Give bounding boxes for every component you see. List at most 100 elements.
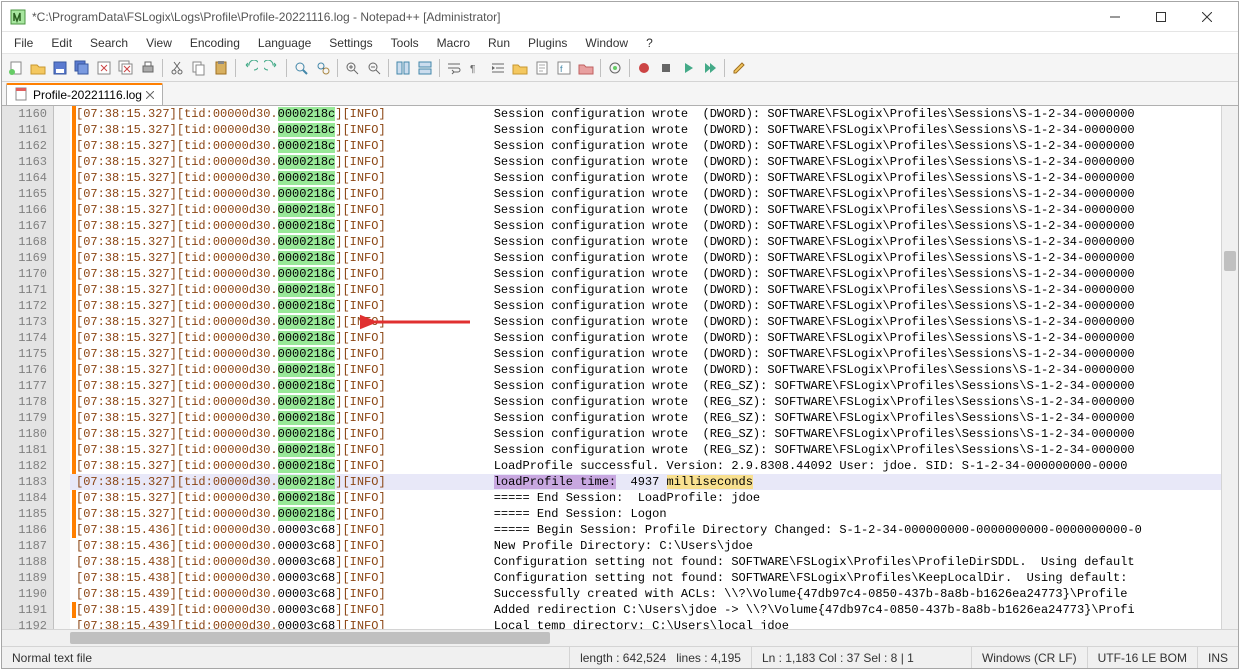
- menu-language[interactable]: Language: [250, 34, 319, 52]
- close-button[interactable]: [1184, 3, 1230, 31]
- code-line[interactable]: [07:38:15.327][tid:00000d30.0000218c][IN…: [70, 458, 1221, 474]
- zoom-in-icon[interactable]: [342, 58, 362, 78]
- code-line[interactable]: [07:38:15.327][tid:00000d30.0000218c][IN…: [70, 202, 1221, 218]
- file-tab[interactable]: Profile-20221116.log: [6, 83, 163, 105]
- tab-strip: Profile-20221116.log: [2, 82, 1238, 106]
- undo-icon[interactable]: [240, 58, 260, 78]
- code-line[interactable]: [07:38:15.327][tid:00000d30.0000218c][IN…: [70, 314, 1221, 330]
- save-all-icon[interactable]: [72, 58, 92, 78]
- vertical-scroll-thumb[interactable]: [1224, 251, 1236, 271]
- menu-view[interactable]: View: [138, 34, 180, 52]
- vertical-scrollbar[interactable]: [1221, 106, 1238, 629]
- doc-map-icon[interactable]: [532, 58, 552, 78]
- code-line[interactable]: [07:38:15.327][tid:00000d30.0000218c][IN…: [70, 426, 1221, 442]
- code-line[interactable]: [07:38:15.327][tid:00000d30.0000218c][IN…: [70, 378, 1221, 394]
- menu-search[interactable]: Search: [82, 34, 136, 52]
- code-line[interactable]: [07:38:15.327][tid:00000d30.0000218c][IN…: [70, 138, 1221, 154]
- menu-encoding[interactable]: Encoding: [182, 34, 248, 52]
- code-line[interactable]: [07:38:15.327][tid:00000d30.0000218c][IN…: [70, 346, 1221, 362]
- code-line[interactable]: [07:38:15.327][tid:00000d30.0000218c][IN…: [70, 250, 1221, 266]
- new-icon[interactable]: [6, 58, 26, 78]
- maximize-button[interactable]: [1138, 3, 1184, 31]
- code-line[interactable]: [07:38:15.327][tid:00000d30.0000218c][IN…: [70, 282, 1221, 298]
- record-icon[interactable]: [634, 58, 654, 78]
- code-line[interactable]: [07:38:15.327][tid:00000d30.0000218c][IN…: [70, 218, 1221, 234]
- print-icon[interactable]: [138, 58, 158, 78]
- status-encoding[interactable]: UTF-16 LE BOM: [1088, 647, 1198, 668]
- line-number: 1163: [2, 154, 53, 170]
- find-icon[interactable]: [291, 58, 311, 78]
- code-line[interactable]: [07:38:15.438][tid:00000d30.00003c68][IN…: [70, 554, 1221, 570]
- code-line[interactable]: [07:38:15.439][tid:00000d30.00003c68][IN…: [70, 586, 1221, 602]
- status-length: length : 642,524 lines : 4,195: [570, 647, 752, 668]
- code-line[interactable]: [07:38:15.327][tid:00000d30.0000218c][IN…: [70, 442, 1221, 458]
- menu-window[interactable]: Window: [577, 34, 636, 52]
- status-insert-mode[interactable]: INS: [1198, 647, 1238, 668]
- code-line[interactable]: [07:38:15.327][tid:00000d30.0000218c][IN…: [70, 506, 1221, 522]
- stop-icon[interactable]: [656, 58, 676, 78]
- folder-icon[interactable]: [510, 58, 530, 78]
- play-icon[interactable]: [678, 58, 698, 78]
- horizontal-scroll-thumb[interactable]: [70, 632, 550, 644]
- folder2-icon[interactable]: [576, 58, 596, 78]
- code-line[interactable]: [07:38:15.327][tid:00000d30.0000218c][IN…: [70, 410, 1221, 426]
- code-line[interactable]: [07:38:15.327][tid:00000d30.0000218c][IN…: [70, 106, 1221, 122]
- cut-icon[interactable]: [167, 58, 187, 78]
- code-line[interactable]: [07:38:15.439][tid:00000d30.00003c68][IN…: [70, 618, 1221, 629]
- menu-run[interactable]: Run: [480, 34, 518, 52]
- menu-file[interactable]: File: [6, 34, 41, 52]
- save-icon[interactable]: [50, 58, 70, 78]
- code-line[interactable]: [07:38:15.436][tid:00000d30.00003c68][IN…: [70, 538, 1221, 554]
- code-line[interactable]: [07:38:15.438][tid:00000d30.00003c68][IN…: [70, 570, 1221, 586]
- menu-settings[interactable]: Settings: [321, 34, 380, 52]
- menu-plugins[interactable]: Plugins: [520, 34, 575, 52]
- copy-icon[interactable]: [189, 58, 209, 78]
- tab-close-icon[interactable]: [146, 88, 154, 102]
- sync-h-icon[interactable]: [415, 58, 435, 78]
- replace-icon[interactable]: [313, 58, 333, 78]
- monitor-icon[interactable]: [605, 58, 625, 78]
- menu-tools[interactable]: Tools: [383, 34, 427, 52]
- sync-v-icon[interactable]: [393, 58, 413, 78]
- minimize-button[interactable]: [1092, 3, 1138, 31]
- line-number: 1182: [2, 458, 53, 474]
- line-number: 1190: [2, 586, 53, 602]
- code-line[interactable]: [07:38:15.327][tid:00000d30.0000218c][IN…: [70, 330, 1221, 346]
- pencil-icon[interactable]: [729, 58, 749, 78]
- code-line[interactable]: [07:38:15.327][tid:00000d30.0000218c][IN…: [70, 490, 1221, 506]
- code-line[interactable]: [07:38:15.327][tid:00000d30.0000218c][IN…: [70, 362, 1221, 378]
- func-list-icon[interactable]: f: [554, 58, 574, 78]
- open-icon[interactable]: [28, 58, 48, 78]
- menu-macro[interactable]: Macro: [429, 34, 478, 52]
- close-all-icon[interactable]: [116, 58, 136, 78]
- code-line[interactable]: [07:38:15.327][tid:00000d30.0000218c][IN…: [70, 394, 1221, 410]
- code-area[interactable]: [07:38:15.327][tid:00000d30.0000218c][IN…: [70, 106, 1221, 629]
- code-line[interactable]: [07:38:15.439][tid:00000d30.00003c68][IN…: [70, 602, 1221, 618]
- close-icon[interactable]: [94, 58, 114, 78]
- code-line[interactable]: [07:38:15.327][tid:00000d30.0000218c][IN…: [70, 298, 1221, 314]
- line-number: 1188: [2, 554, 53, 570]
- code-line[interactable]: [07:38:15.436][tid:00000d30.00003c68][IN…: [70, 522, 1221, 538]
- menu-[interactable]: ?: [638, 34, 661, 52]
- code-line[interactable]: [07:38:15.327][tid:00000d30.0000218c][IN…: [70, 170, 1221, 186]
- code-line[interactable]: [07:38:15.327][tid:00000d30.0000218c][IN…: [70, 266, 1221, 282]
- indent-icon[interactable]: [488, 58, 508, 78]
- horizontal-scrollbar[interactable]: [2, 629, 1238, 646]
- status-eol[interactable]: Windows (CR LF): [972, 647, 1088, 668]
- line-number: 1186: [2, 522, 53, 538]
- code-line[interactable]: [07:38:15.327][tid:00000d30.0000218c][IN…: [70, 186, 1221, 202]
- redo-icon[interactable]: [262, 58, 282, 78]
- paste-icon[interactable]: [211, 58, 231, 78]
- editor: 1160116111621163116411651166116711681169…: [2, 106, 1238, 629]
- all-chars-icon[interactable]: ¶: [466, 58, 486, 78]
- zoom-out-icon[interactable]: [364, 58, 384, 78]
- play-multi-icon[interactable]: [700, 58, 720, 78]
- code-line[interactable]: [07:38:15.327][tid:00000d30.0000218c][IN…: [70, 154, 1221, 170]
- code-line[interactable]: [07:38:15.327][tid:00000d30.0000218c][IN…: [70, 474, 1221, 490]
- wrap-icon[interactable]: [444, 58, 464, 78]
- menu-edit[interactable]: Edit: [43, 34, 80, 52]
- code-line[interactable]: [07:38:15.327][tid:00000d30.0000218c][IN…: [70, 234, 1221, 250]
- menubar: FileEditSearchViewEncodingLanguageSettin…: [2, 32, 1238, 54]
- code-line[interactable]: [07:38:15.327][tid:00000d30.0000218c][IN…: [70, 122, 1221, 138]
- line-number: 1167: [2, 218, 53, 234]
